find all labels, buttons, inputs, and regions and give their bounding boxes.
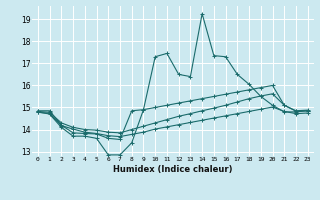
- X-axis label: Humidex (Indice chaleur): Humidex (Indice chaleur): [113, 165, 233, 174]
